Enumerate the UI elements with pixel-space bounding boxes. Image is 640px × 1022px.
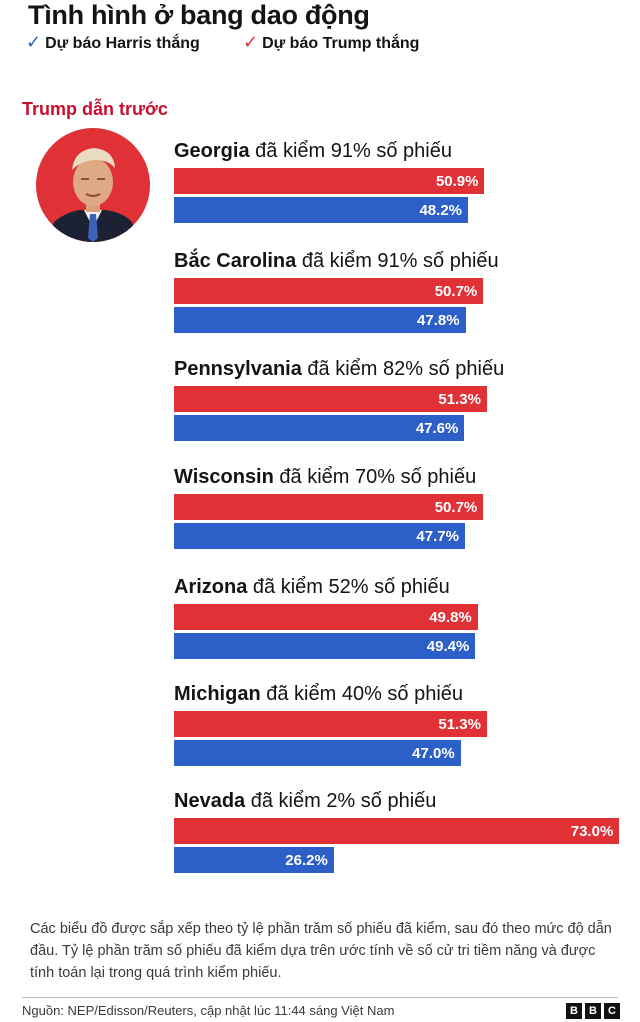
blue-check-icon: ✓ xyxy=(26,32,42,52)
trump-bar: 51.3% xyxy=(174,711,487,737)
counted-tail: số phiếu xyxy=(428,358,505,380)
state-name: Pennsylvania xyxy=(174,358,302,380)
counted-percent: 91% xyxy=(377,250,418,272)
leader-label: Trump dẫn trước xyxy=(22,99,168,119)
counted-percent: 91% xyxy=(330,140,371,162)
state-name: Michigan xyxy=(174,683,261,705)
state-heading: Pennsylvania đã kiểm 82% số phiếu xyxy=(174,358,504,381)
state-heading: Arizona đã kiểm 52% số phiếu xyxy=(174,576,450,599)
bbc-logo-letter: C xyxy=(604,1003,620,1019)
chart-title: Tình hình ở bang dao động xyxy=(28,0,370,30)
state-heading: Michigan đã kiểm 40% số phiếu xyxy=(174,683,463,706)
counted-tail: số phiếu xyxy=(360,790,437,812)
state-name: Wisconsin xyxy=(174,466,274,488)
red-check-icon: ✓ xyxy=(243,32,259,52)
footnote: Các biểu đồ được sắp xếp theo tỷ lệ phần… xyxy=(30,921,612,981)
state-name: Nevada xyxy=(174,790,246,812)
harris-bar: 48.2% xyxy=(174,197,469,223)
trump-bar: 50.9% xyxy=(174,168,485,194)
counted-tail: số phiếu xyxy=(400,466,477,488)
bbc-logo-letter: B xyxy=(585,1003,601,1019)
harris-bar: 47.8% xyxy=(174,307,466,333)
trump-bar: 51.3% xyxy=(174,386,487,412)
trump-bar: 50.7% xyxy=(174,494,484,520)
trump-bar: 50.7% xyxy=(174,278,484,304)
legend-trump-label: Dự báo Trump thắng xyxy=(262,35,420,52)
state-name: Georgia xyxy=(174,140,250,162)
counted-prefix: đã kiểm xyxy=(301,250,372,272)
legend-harris: ✓ Dự báo Harris thắng xyxy=(26,32,200,53)
bbc-logo: B B C xyxy=(566,1003,620,1019)
counted-prefix: đã kiểm xyxy=(252,576,323,598)
trump-bar: 49.8% xyxy=(174,604,478,630)
counted-tail: số phiếu xyxy=(387,683,464,705)
counted-percent: 40% xyxy=(341,683,382,705)
state-name: Arizona xyxy=(174,576,248,598)
counted-prefix: đã kiểm xyxy=(307,358,378,380)
divider xyxy=(22,997,618,998)
trump-bar: 73.0% xyxy=(174,818,620,844)
bbc-logo-letter: B xyxy=(566,1003,582,1019)
counted-tail: số phiếu xyxy=(374,576,450,598)
state-heading: Wisconsin đã kiểm 70% số phiếu xyxy=(174,466,476,489)
state-heading: Nevada đã kiểm 2% số phiếu xyxy=(174,790,436,813)
legend-harris-label: Dự báo Harris thắng xyxy=(45,35,200,52)
counted-percent: 70% xyxy=(355,466,396,488)
harris-bar: 47.0% xyxy=(174,740,461,766)
trump-portrait xyxy=(36,128,150,242)
counted-tail: số phiếu xyxy=(376,140,452,162)
counted-prefix: đã kiểm xyxy=(279,466,350,488)
counted-prefix: đã kiểm xyxy=(250,790,321,812)
counted-prefix: đã kiểm xyxy=(255,140,326,162)
counted-percent: 52% xyxy=(328,576,369,598)
source-note: Nguồn: NEP/Edisson/Reuters, cập nhật lúc… xyxy=(22,1003,395,1018)
counted-prefix: đã kiểm xyxy=(266,683,337,705)
harris-bar: 49.4% xyxy=(174,633,476,659)
counted-percent: 82% xyxy=(383,358,424,380)
legend-trump: ✓ Dự báo Trump thắng xyxy=(243,32,419,53)
state-heading: Bắc Carolina đã kiểm 91% số phiếu xyxy=(174,250,499,273)
harris-bar: 47.6% xyxy=(174,415,465,441)
counted-percent: 2% xyxy=(326,790,356,812)
state-heading: Georgia đã kiểm 91% số phiếu xyxy=(174,140,452,163)
counted-tail: số phiếu xyxy=(423,250,499,272)
state-name: Bắc Carolina xyxy=(174,250,297,272)
harris-bar: 26.2% xyxy=(174,847,334,873)
harris-bar: 47.7% xyxy=(174,523,465,549)
